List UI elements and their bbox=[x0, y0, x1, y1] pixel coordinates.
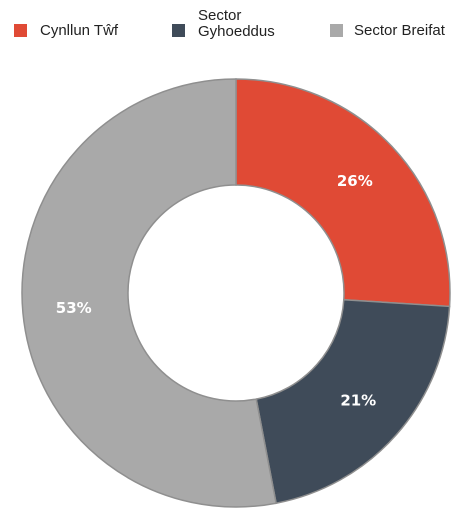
legend-label-sector-gyhoeddus: Sector Gyhoeddus bbox=[198, 8, 308, 40]
slice-label-1: 21% bbox=[340, 391, 376, 409]
slice-label-0: 26% bbox=[337, 172, 373, 190]
legend-label-line-1: Sector bbox=[198, 7, 242, 24]
legend-swatch-sector-breifat bbox=[330, 24, 343, 37]
legend-swatch-cynllun-twf bbox=[14, 24, 27, 37]
donut-slice-1 bbox=[255, 298, 451, 505]
legend-swatch-sector-gyhoeddus bbox=[172, 24, 185, 37]
legend-label-line-2: Gyhoeddus bbox=[198, 23, 275, 40]
donut-slice-0 bbox=[235, 78, 451, 308]
donut-slice-2 bbox=[21, 78, 277, 508]
legend-label-sector-breifat: Sector Breifat bbox=[354, 22, 445, 39]
legend-label-cynllun-twf: Cynllun Tŵf bbox=[40, 22, 119, 39]
slice-label-2: 53% bbox=[56, 299, 92, 317]
legend-item-cynllun-twf: Cynllun Tŵf bbox=[14, 23, 118, 38]
legend-item-sector-breifat: Sector Breifat bbox=[330, 23, 445, 38]
chart-legend: Cynllun Tŵf Sector Gyhoeddus Sector Brei… bbox=[0, 0, 464, 60]
